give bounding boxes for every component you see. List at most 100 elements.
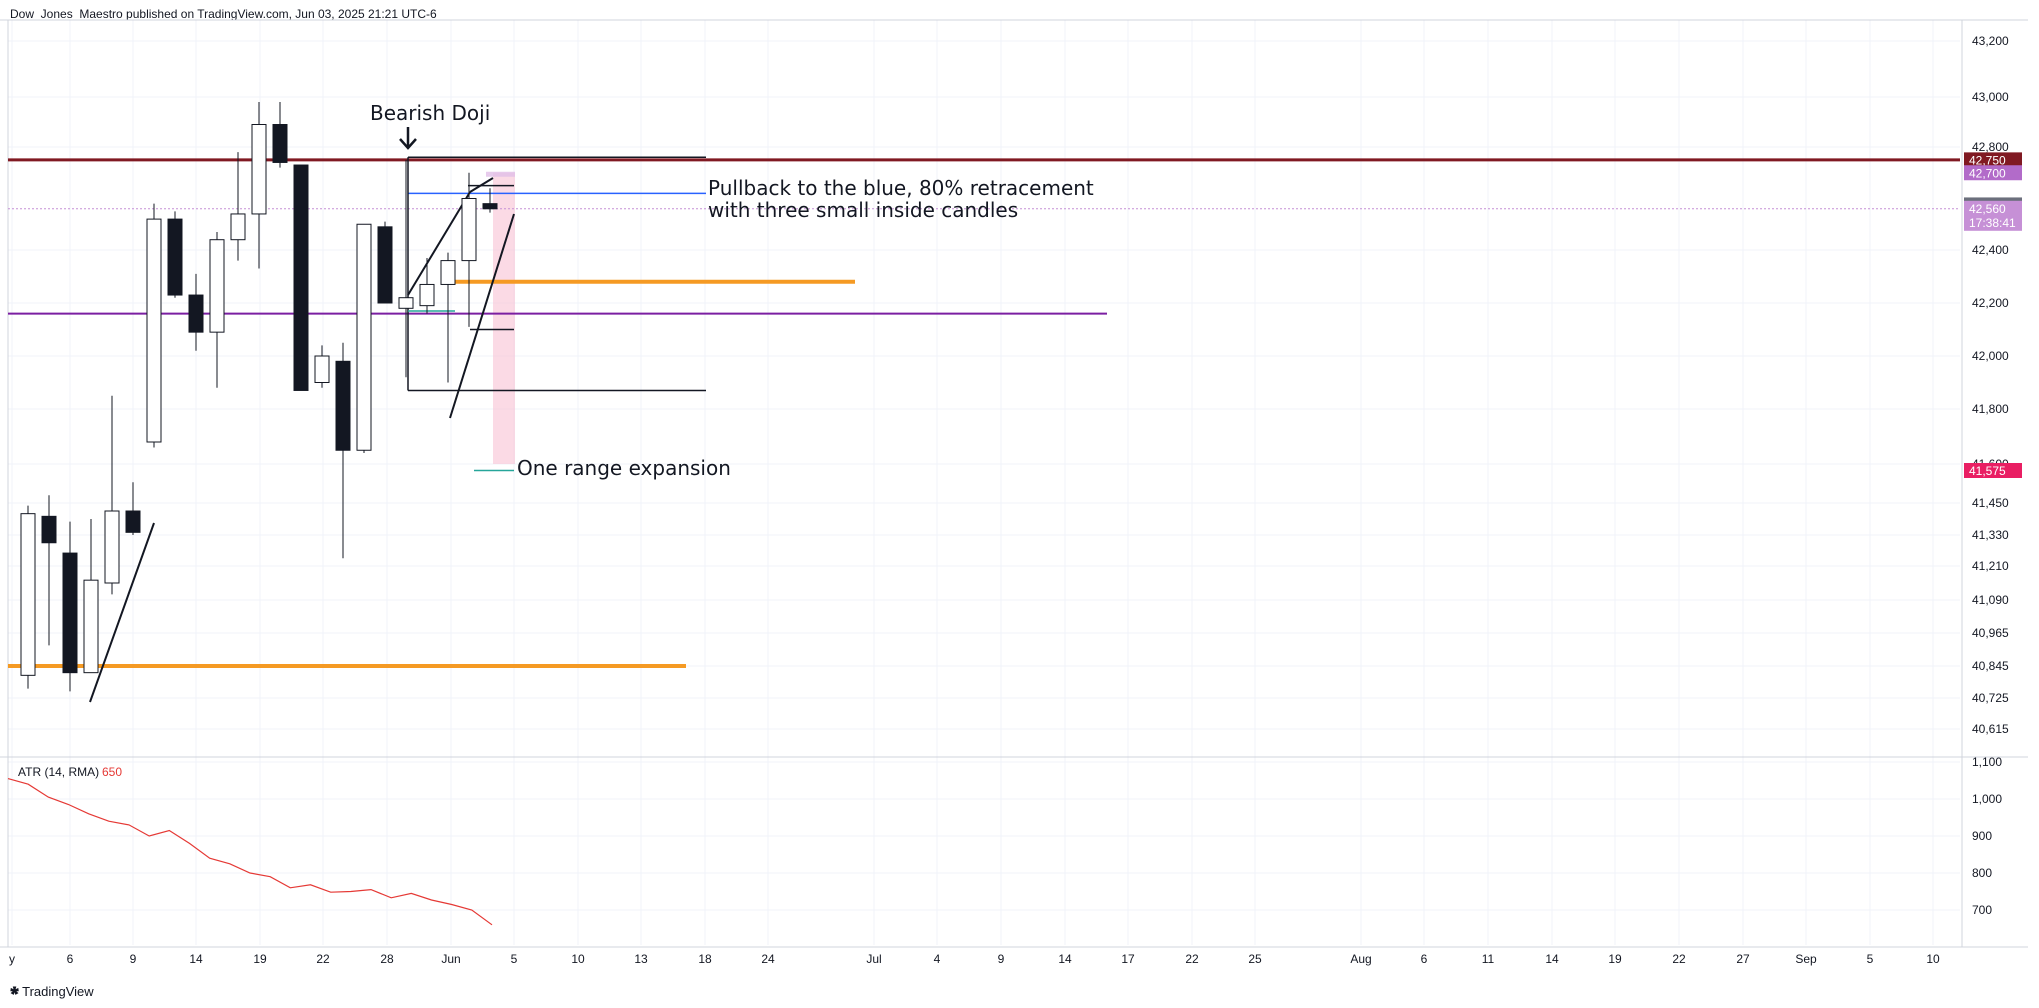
- candles[interactable]: [20, 102, 498, 692]
- candle-0: [20, 505, 36, 689]
- atr-tick-0: 1,100: [1972, 755, 2002, 769]
- time-tick-8: 5: [511, 952, 518, 966]
- candle-body-16: [356, 223, 372, 451]
- publisher-header: Dow_Jones_Maestro published on TradingVi…: [10, 7, 437, 21]
- candle-4: [104, 395, 120, 595]
- candle-body-19: [419, 283, 435, 307]
- time-tick-16: 14: [1058, 952, 1072, 966]
- time-tick-18: 22: [1185, 952, 1199, 966]
- candle-body-2: [62, 552, 78, 674]
- price-tick-6: 41,800: [1972, 402, 2009, 416]
- atr-pane: ATR (14, RMA) 650: [7, 765, 493, 926]
- candle-body-13: [293, 164, 309, 391]
- candle-body-7: [167, 218, 183, 296]
- candle-body-22: [482, 203, 498, 210]
- price-tick-3: 42,400: [1972, 243, 2009, 257]
- candle-9: [209, 231, 225, 388]
- price-badge-text-1: 42,700: [1969, 166, 2006, 180]
- atr-tick-3: 800: [1972, 866, 1992, 880]
- time-tick-24: 19: [1608, 952, 1622, 966]
- candle-18: [398, 159, 414, 378]
- candle-22: [482, 188, 498, 213]
- time-tick-11: 18: [698, 952, 712, 966]
- price-tick-4: 42,200: [1972, 296, 2009, 310]
- candle-body-4: [104, 510, 120, 584]
- tradingview-logo[interactable]: 🞳 TradingView: [10, 982, 94, 1001]
- trendline-rise: [407, 191, 471, 296]
- candle-5: [125, 482, 141, 535]
- time-tick-22: 11: [1482, 952, 1495, 966]
- price-tick-5: 42,000: [1972, 349, 2009, 363]
- atr-tick-1: 1,000: [1972, 792, 2002, 806]
- candle-body-18: [398, 297, 414, 309]
- price-badge-4: [1964, 463, 2022, 478]
- candle-body-11: [251, 124, 267, 215]
- time-tick-3: 14: [189, 952, 203, 966]
- candle-12: [272, 102, 288, 168]
- price-tick-8: 41,450: [1972, 496, 2009, 510]
- candle-21: [461, 172, 477, 327]
- candle-body-5: [125, 510, 141, 533]
- candle-1: [41, 495, 57, 646]
- candle-17: [377, 221, 393, 304]
- candle-body-17: [377, 226, 393, 304]
- candle-3: [83, 519, 99, 674]
- time-tick-4: 19: [253, 952, 267, 966]
- candle-2: [62, 521, 78, 692]
- pullback-label-line2: with three small inside candles: [708, 198, 1018, 222]
- candle-body-0: [20, 513, 36, 676]
- trend-lines: [89, 177, 515, 703]
- candle-20: [440, 252, 456, 383]
- trendline-steep: [449, 213, 515, 419]
- atr-line: [7, 778, 493, 926]
- time-tick-10: 13: [634, 952, 648, 966]
- time-tick-9: 10: [571, 952, 585, 966]
- pink-zone: [486, 171, 515, 464]
- time-tick-29: 10: [1926, 952, 1940, 966]
- atr-last-value: 650: [102, 765, 122, 779]
- candle-15: [335, 342, 351, 559]
- candle-body-20: [440, 260, 456, 285]
- time-tick-23: 14: [1545, 952, 1559, 966]
- pullback-label-line1: Pullback to the blue, 80% retracement: [708, 176, 1094, 200]
- countdown-text: 17:38:41: [1969, 216, 2016, 230]
- candle-8: [188, 273, 204, 351]
- candle-body-8: [188, 294, 204, 333]
- atr-name: ATR (14, RMA): [18, 765, 99, 779]
- price-tick-10: 41,210: [1972, 559, 2009, 573]
- time-tick-19: 25: [1248, 952, 1262, 966]
- price-tick-11: 41,090: [1972, 593, 2009, 607]
- time-tick-27: Sep: [1795, 952, 1817, 966]
- bearish-doji-label: Bearish Doji: [370, 101, 490, 125]
- time-tick-17: 17: [1121, 952, 1135, 966]
- price-badge-0: [1964, 152, 2022, 168]
- time-tick-25: 22: [1672, 952, 1686, 966]
- price-tick-12: 40,965: [1972, 626, 2009, 640]
- time-tick-15: 9: [998, 952, 1005, 966]
- tradingview-logo-icon: 🞳: [10, 984, 19, 999]
- range-expansion-zone: [493, 172, 515, 464]
- price-tick-15: 40,615: [1972, 722, 2009, 736]
- price-tick-13: 40,845: [1972, 659, 2009, 673]
- time-tick-2: 9: [130, 952, 137, 966]
- brand-label: TradingView: [22, 984, 94, 999]
- time-tick-21: 6: [1421, 952, 1428, 966]
- time-tick-14: 4: [934, 952, 941, 966]
- candle-10: [230, 152, 246, 261]
- candle-16: [356, 223, 372, 453]
- atr-tick-4: 700: [1972, 903, 1992, 917]
- time-tick-7: Jun: [441, 952, 460, 966]
- price-tick-14: 40,725: [1972, 691, 2009, 705]
- time-tick-13: Jul: [866, 952, 881, 966]
- candle-body-15: [335, 360, 351, 451]
- time-tick-26: 27: [1736, 952, 1750, 966]
- atr-tick-2: 900: [1972, 829, 1992, 843]
- price-badge-1: [1964, 165, 2022, 181]
- time-tick-12: 24: [761, 952, 775, 966]
- candle-body-14: [314, 355, 330, 383]
- candle-19: [419, 257, 435, 314]
- price-badge-3: [1964, 200, 2022, 231]
- candle-body-21: [461, 198, 477, 262]
